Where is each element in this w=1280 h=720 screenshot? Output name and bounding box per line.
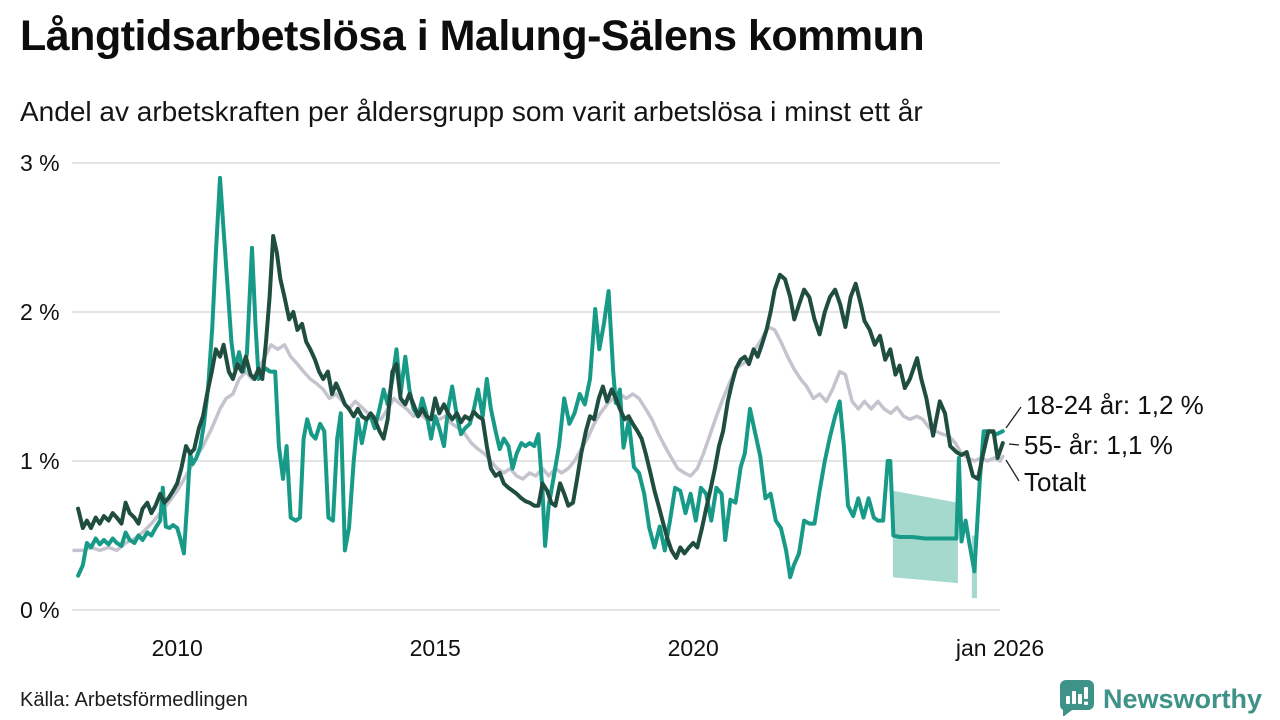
annotation-leader-line <box>1005 459 1020 482</box>
page-title: Långtidsarbetslösa i Malung-Sälens kommu… <box>20 12 925 60</box>
y-axis-tick-label: 1 % <box>20 448 60 474</box>
brand-name: Newsworthy <box>1102 684 1262 714</box>
annotation-total: Totalt <box>1024 467 1087 497</box>
x-axis-tick-label: jan 2026 <box>955 635 1044 661</box>
y-axis-tick-label: 2 % <box>20 299 60 325</box>
annotation-leader-line <box>1008 443 1020 446</box>
y-axis-tick-label: 0 % <box>20 597 60 623</box>
line-senior-55 <box>76 234 1005 560</box>
annotation-youth: 18-24 år: 1,2 % <box>1026 390 1204 420</box>
y-axis-tick-label: 3 % <box>20 150 60 176</box>
x-axis-tick-label: 2015 <box>410 635 461 661</box>
newsworthy-icon <box>1057 678 1095 720</box>
source-caption: Källa: Arbetsförmedlingen <box>20 689 248 711</box>
annotation-leader-line <box>1005 406 1022 429</box>
x-axis-tick-label: 2020 <box>668 635 719 661</box>
x-axis-tick-label: 2010 <box>152 635 203 661</box>
line-youth-18-24 <box>76 175 1005 580</box>
brand-logo: Newsworthy <box>1057 678 1262 720</box>
page-subtitle: Andel av arbetskraften per åldersgrupp s… <box>20 96 923 127</box>
annotation-senior: 55- år: 1,1 % <box>1024 430 1173 460</box>
